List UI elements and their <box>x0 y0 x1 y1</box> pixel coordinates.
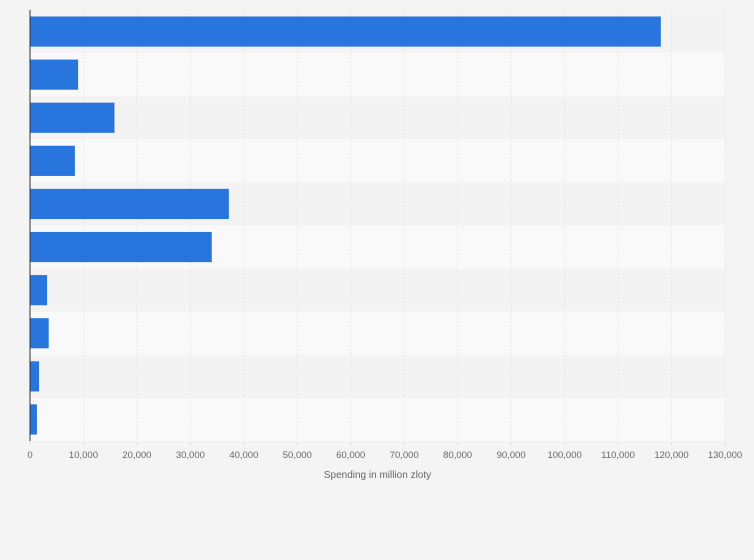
bar <box>30 59 79 90</box>
row-band <box>30 397 725 441</box>
x-tick-label: 0 <box>27 450 32 461</box>
x-tick-label: 30,000 <box>176 450 205 461</box>
row-band <box>30 268 725 312</box>
x-tick-label: 60,000 <box>336 450 365 461</box>
x-tick-label: 130,000 <box>708 450 742 461</box>
bar <box>30 318 49 349</box>
bar <box>30 275 48 306</box>
row-band <box>30 139 725 183</box>
x-tick-label: 100,000 <box>547 450 581 461</box>
x-tick-label: 70,000 <box>390 450 419 461</box>
x-tick-label: 110,000 <box>601 450 635 461</box>
x-tick-label: 20,000 <box>122 450 151 461</box>
row-band <box>30 354 725 398</box>
x-axis-ticks: 0 10,000 20,000 30,000 40,000 50,000 60,000 70,… <box>27 441 742 461</box>
x-axis-title: Spending in million zloty <box>324 470 431 481</box>
bar <box>30 188 229 220</box>
bar <box>30 145 75 176</box>
bar <box>30 16 661 47</box>
bar <box>30 404 37 435</box>
bar <box>30 231 212 263</box>
x-tick-label: 50,000 <box>283 450 312 461</box>
bars <box>30 16 661 435</box>
row-band <box>30 311 725 355</box>
bar <box>30 361 40 392</box>
x-tick-label: 120,000 <box>654 450 688 461</box>
x-tick-label: 10,000 <box>69 450 98 461</box>
x-tick-label: 40,000 <box>229 450 258 461</box>
row-band <box>30 96 725 140</box>
row-band <box>30 53 725 97</box>
row-bands <box>30 10 725 441</box>
x-tick-label: 90,000 <box>497 450 526 461</box>
bar <box>30 102 115 133</box>
x-tick-label: 80,000 <box>443 450 472 461</box>
